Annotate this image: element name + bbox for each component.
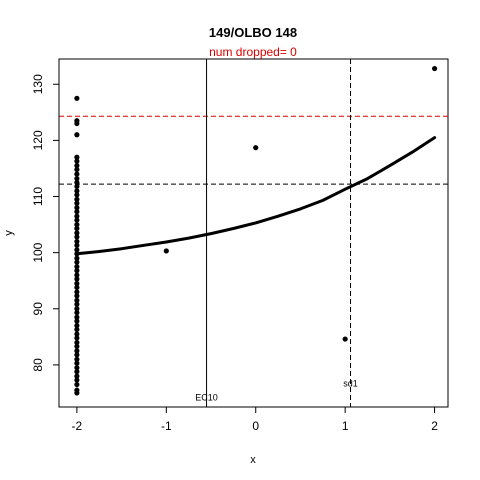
- chart-subtitle: num dropped= 0: [209, 45, 297, 59]
- fit-curve: [77, 138, 435, 254]
- y-tick-label: 80: [31, 358, 45, 372]
- chart-title: 149/OLBO 148: [209, 25, 297, 40]
- y-tick-label: 100: [31, 242, 45, 262]
- x-tick-label: 2: [431, 419, 438, 433]
- data-point: [74, 159, 79, 164]
- y-tick-label: 120: [31, 130, 45, 150]
- y-tick-label: 130: [31, 74, 45, 94]
- data-point: [74, 217, 79, 222]
- y-tick-label: 90: [31, 302, 45, 316]
- y-axis-label: y: [3, 230, 15, 236]
- data-point: [74, 285, 79, 290]
- data-point: [74, 268, 79, 273]
- data-point: [432, 66, 437, 71]
- data-point: [74, 361, 79, 366]
- data-point: [74, 192, 79, 197]
- data-point: [74, 319, 79, 324]
- data-point: [74, 302, 79, 307]
- x-axis-label: x: [250, 454, 256, 466]
- data-point: [74, 260, 79, 265]
- x-tick-label: -1: [161, 419, 172, 433]
- plot-frame: [59, 59, 448, 407]
- data-point: [74, 226, 79, 231]
- data-point: [74, 243, 79, 248]
- data-point: [74, 335, 79, 340]
- data-point: [74, 390, 79, 395]
- y-tick-label: 110: [31, 187, 45, 206]
- fit-curve-group: [77, 138, 435, 254]
- x-tick-label: -2: [72, 419, 83, 433]
- data-point: [164, 248, 169, 253]
- data-point: [74, 96, 79, 101]
- data-point: [74, 209, 79, 214]
- data-point: [74, 167, 79, 172]
- reference-lines: EC10 sd1: [59, 59, 448, 407]
- data-point: [74, 234, 79, 239]
- data-point: [74, 382, 79, 387]
- data-point: [74, 171, 79, 176]
- data-point: [74, 344, 79, 349]
- data-point: [74, 184, 79, 189]
- data-point: [74, 132, 79, 137]
- data-point: [74, 276, 79, 281]
- data-point: [74, 352, 79, 357]
- data-point: [74, 293, 79, 298]
- data-point: [74, 369, 79, 374]
- data-point: [74, 310, 79, 315]
- data-point: [343, 336, 348, 341]
- x-tick-label: 0: [252, 419, 259, 433]
- reference-label-ec10: EC10: [195, 392, 218, 402]
- data-point: [74, 327, 79, 332]
- data-points: [74, 66, 437, 396]
- data-point: [74, 377, 79, 382]
- data-point: [74, 201, 79, 206]
- x-axis: -2 -1 0 1 2: [72, 407, 439, 433]
- data-point: [74, 251, 79, 256]
- data-point: [74, 121, 79, 126]
- reference-label-sd1: sd1: [343, 378, 358, 388]
- x-tick-label: 1: [342, 419, 349, 433]
- y-axis: 80 90 100 110 120 130: [31, 74, 59, 372]
- data-point: [253, 145, 258, 150]
